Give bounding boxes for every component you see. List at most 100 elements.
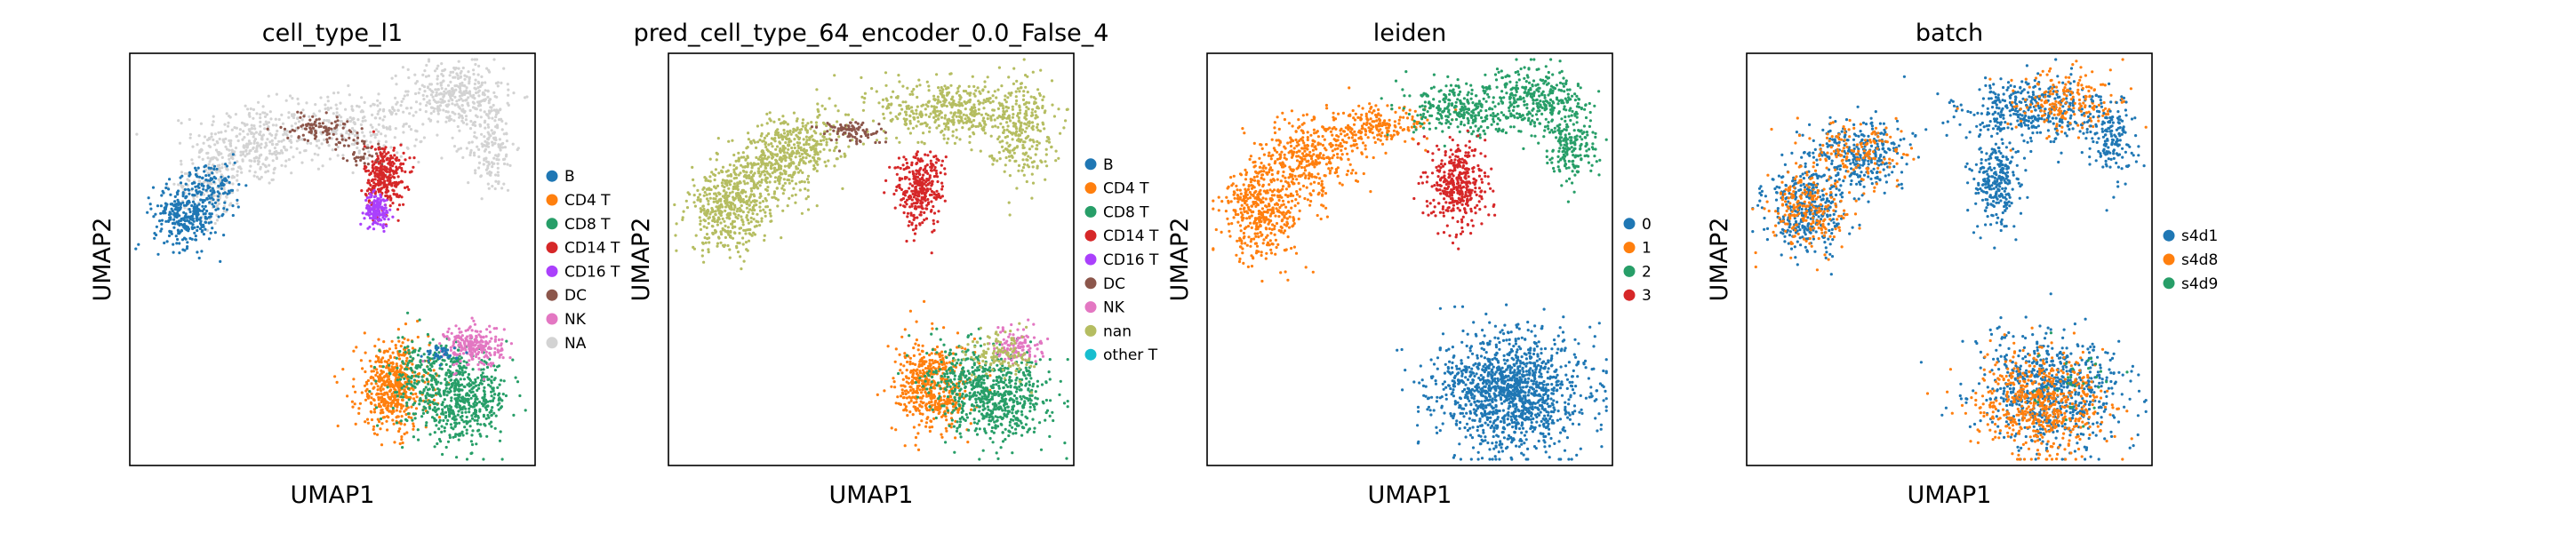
data-point	[404, 408, 408, 411]
data-point	[422, 353, 426, 356]
data-point	[352, 152, 356, 155]
data-point	[449, 360, 452, 363]
data-point	[408, 156, 412, 160]
data-point	[321, 164, 324, 168]
data-point	[209, 157, 212, 161]
data-point	[881, 98, 885, 101]
data-point	[804, 135, 809, 139]
data-point	[760, 178, 764, 182]
data-point	[503, 146, 508, 149]
data-point	[825, 140, 828, 144]
data-point	[196, 225, 199, 229]
data-point	[480, 142, 484, 146]
data-point	[335, 115, 339, 119]
data-point	[200, 184, 204, 187]
data-point	[265, 156, 268, 160]
data-point	[490, 337, 493, 340]
data-point	[253, 127, 257, 131]
data-point	[177, 219, 181, 223]
data-point	[428, 119, 432, 123]
data-point	[372, 365, 376, 370]
data-point	[1000, 84, 1004, 88]
data-point	[405, 363, 409, 367]
data-point	[454, 402, 458, 406]
data-point	[401, 341, 404, 345]
data-point	[989, 134, 993, 138]
data-point	[173, 222, 177, 226]
data-point	[488, 339, 492, 343]
data-point	[738, 231, 741, 235]
data-point	[207, 163, 211, 166]
data-point	[490, 379, 493, 383]
data-point	[795, 152, 798, 155]
data-point	[764, 178, 767, 182]
data-point	[264, 141, 268, 145]
data-point	[179, 176, 182, 179]
data-point	[471, 344, 476, 347]
data-point	[444, 445, 448, 449]
data-point	[462, 378, 467, 381]
data-point	[474, 378, 477, 381]
data-point	[341, 368, 345, 371]
data-point	[707, 221, 710, 226]
data-point	[497, 182, 500, 186]
data-point	[484, 139, 487, 143]
data-point	[477, 64, 481, 68]
data-point	[372, 410, 377, 414]
data-point	[514, 376, 517, 379]
data-point	[198, 175, 202, 179]
data-point	[365, 206, 369, 210]
data-point	[500, 342, 503, 346]
data-point	[277, 117, 281, 122]
data-point	[492, 362, 495, 365]
data-point	[685, 206, 690, 210]
data-point	[452, 111, 455, 115]
data-point	[260, 142, 263, 146]
data-point	[477, 147, 481, 151]
data-point	[305, 101, 308, 105]
data-point	[370, 396, 373, 400]
data-point	[409, 128, 413, 131]
data-point	[444, 348, 448, 352]
data-point	[392, 422, 396, 426]
data-point	[759, 172, 763, 176]
data-point	[713, 173, 717, 177]
data-point	[748, 195, 752, 199]
data-point	[469, 440, 474, 443]
data-point	[381, 356, 385, 360]
data-point	[208, 201, 212, 204]
data-point	[164, 182, 168, 186]
data-point	[770, 162, 773, 165]
data-point	[798, 141, 802, 145]
data-point	[729, 235, 732, 239]
data-point	[476, 416, 480, 419]
data-point	[355, 163, 358, 167]
data-point	[800, 128, 804, 131]
data-point	[256, 163, 260, 166]
data-point	[457, 147, 460, 151]
point-cluster-b	[134, 169, 240, 263]
data-point	[477, 383, 481, 387]
data-point	[415, 395, 419, 399]
data-point	[220, 187, 223, 190]
data-point	[502, 162, 507, 166]
data-point	[446, 90, 450, 93]
data-point	[523, 96, 527, 99]
data-point	[442, 418, 445, 422]
data-point	[241, 153, 245, 156]
data-point	[242, 150, 245, 154]
data-point	[469, 396, 473, 400]
data-point	[771, 171, 774, 175]
data-point	[463, 426, 467, 429]
data-point	[257, 100, 260, 104]
data-point	[405, 404, 409, 408]
data-point	[490, 375, 493, 378]
data-point	[470, 451, 474, 455]
data-point	[814, 121, 819, 124]
data-point	[892, 90, 895, 93]
data-point	[483, 348, 487, 352]
data-point	[417, 375, 420, 378]
data-point	[943, 116, 947, 120]
data-point	[442, 79, 445, 83]
data-point	[404, 90, 408, 93]
